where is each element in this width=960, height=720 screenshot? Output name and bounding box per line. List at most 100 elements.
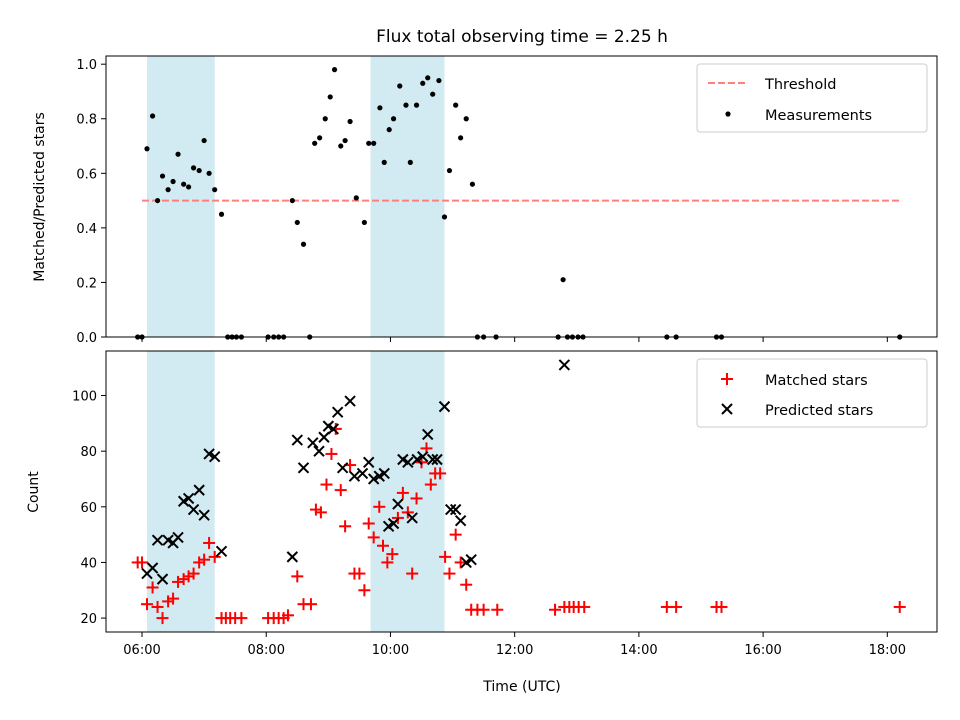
measurements-point (407, 159, 413, 165)
predicted-stars-point (307, 437, 319, 449)
matched-stars-point (424, 478, 437, 491)
matched-stars-point (386, 548, 399, 561)
predicted-stars-point (146, 562, 159, 574)
predicted-stars-point (417, 451, 429, 463)
measurements-point (403, 102, 409, 108)
measurements-point (159, 173, 166, 179)
matched-stars-point (362, 517, 375, 530)
predicted-stars-point (313, 445, 325, 457)
measurements-point (361, 219, 367, 226)
matched-stars-point (439, 550, 452, 563)
measurements-point (436, 77, 442, 84)
matched-stars-point (314, 506, 327, 519)
measurements-point (353, 195, 359, 201)
y-tick-label: 0.0 (76, 331, 97, 346)
measurements-point (420, 80, 426, 86)
measurements-point (327, 94, 333, 100)
matched-stars-point (281, 609, 294, 622)
measurements-point (206, 170, 212, 176)
matched-stars-point (396, 486, 409, 499)
count-y-ticks: 20 40 60 80 100 (72, 390, 106, 627)
predicted-stars-point (331, 406, 344, 418)
predicted-stars-point (438, 400, 451, 413)
ratio-y-ticks: 0.0 0.2 0.4 0.6 0.8 1.0 (76, 58, 106, 346)
measurements-point (294, 219, 300, 226)
y-tick-label: 80 (80, 445, 97, 460)
predicted-stars-point (444, 503, 457, 516)
matched-stars-point (235, 612, 248, 625)
matched-stars-point (172, 575, 185, 588)
y-tick-label: 60 (80, 501, 97, 516)
y-tick-label: 0.4 (76, 222, 97, 237)
matched-stars-point (367, 531, 380, 544)
legend-measurements-swatch (725, 111, 731, 117)
y-tick-label: 0.6 (76, 167, 97, 182)
ratio-axes-frame (105, 55, 938, 338)
predicted-stars-point (151, 534, 164, 546)
matched-stars-point (353, 567, 366, 580)
measurements-point (289, 197, 295, 204)
measurements-point (381, 159, 387, 165)
measurements-point (331, 67, 338, 73)
matched-stars-point (578, 600, 591, 613)
count-marks (131, 359, 906, 625)
predicted-stars-point (392, 498, 404, 510)
measurements-point (347, 118, 353, 125)
measurements-point (149, 113, 156, 119)
measurements-point (386, 127, 392, 133)
measurements-point (371, 140, 377, 146)
matched-stars-point (136, 556, 149, 569)
matched-stars-point (167, 592, 180, 605)
y-tick-label: 100 (72, 390, 97, 405)
predicted-stars-point (356, 467, 369, 480)
x-tick-label: 06:00 (123, 643, 160, 658)
predicted-stars-point (406, 512, 418, 524)
matched-stars-point (339, 520, 352, 533)
matched-stars-point (670, 600, 683, 613)
measurements-point (453, 102, 459, 108)
predicted-stars-point (156, 573, 169, 585)
predicted-stars-point (422, 428, 434, 441)
x-tick-label: 08:00 (248, 643, 285, 658)
matched-stars-point (377, 539, 389, 552)
matched-stars-point (358, 584, 371, 597)
measurements-point (170, 178, 176, 185)
observing-window-1 (146, 56, 215, 337)
measurements-point (154, 197, 161, 204)
legend-measurements-label: Measurements (765, 108, 872, 124)
matched-stars-point (454, 556, 467, 569)
predicted-stars-point (431, 453, 443, 466)
predicted-stars-point (348, 470, 361, 482)
predicted-stars-point (336, 462, 349, 474)
matched-stars-point (449, 528, 462, 541)
measurements-point (322, 116, 328, 122)
matched-stars-point (334, 484, 347, 497)
x-tick-label: 14:00 (620, 643, 657, 658)
measurements-point (430, 91, 436, 97)
ratio-y-axis-label: Matched/Predicted stars (32, 112, 48, 282)
measurements-point (560, 277, 566, 283)
predicted-stars-point (297, 462, 310, 474)
legend-threshold-label: Threshold (764, 77, 836, 93)
matched-stars-point (156, 612, 169, 625)
matched-stars-point (198, 553, 211, 566)
matched-stars-point (304, 598, 317, 611)
measurements-point (338, 143, 344, 149)
matched-stars-point (291, 570, 304, 583)
matched-stars-point (434, 467, 447, 480)
matched-stars-point (187, 567, 200, 580)
matched-stars-point (146, 581, 159, 594)
measurements-point (390, 116, 397, 122)
predicted-stars-point (449, 503, 462, 516)
predicted-stars-point (187, 503, 200, 516)
matched-stars-point (477, 603, 490, 616)
y-tick-label: 1.0 (76, 58, 97, 73)
predicted-stars-point (286, 551, 299, 563)
ratio-observing-windows (146, 56, 445, 337)
y-tick-label: 0.2 (76, 276, 97, 291)
predicted-stars-point (182, 492, 195, 505)
predicted-stars-point (558, 359, 571, 371)
predicted-stars-point (378, 467, 390, 480)
measurements-point (165, 187, 171, 193)
measurements-point (212, 187, 218, 193)
